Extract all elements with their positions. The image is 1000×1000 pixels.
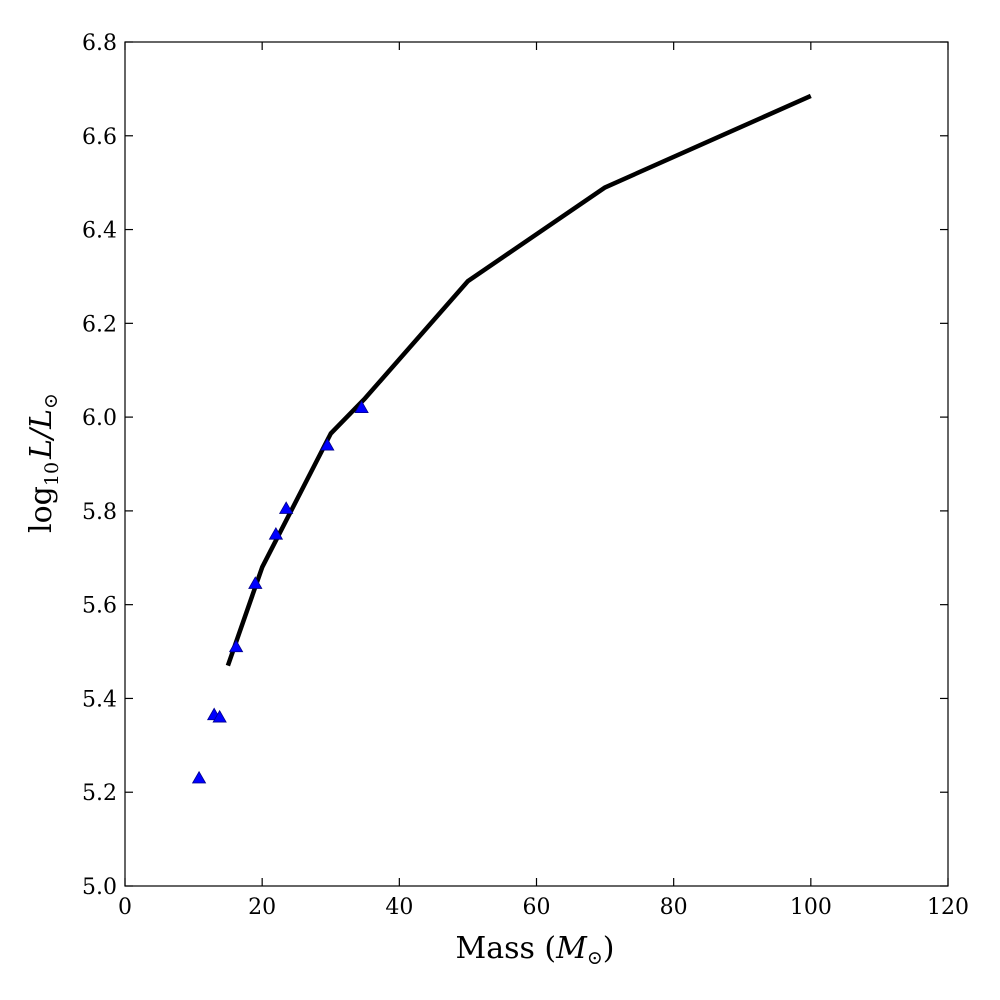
data-point-triangle [248,576,263,589]
y-axis-title-L2: L [24,409,59,430]
x-tick-label: 80 [660,895,688,920]
series-line [225,93,812,667]
y-axis-title: log10L/L⊙ [24,393,63,533]
y-tick-label: 6.2 [82,312,117,337]
data-point-triangle [228,639,244,653]
data-point-triangle [320,437,335,451]
x-tick-label: 100 [790,895,832,920]
series-points [191,400,369,784]
x-tick-label: 120 [927,895,969,920]
y-axis-title-slash: / [24,426,59,442]
x-tick-label: 60 [523,895,551,920]
luminosity-line [225,93,812,667]
y-tick-label: 5.6 [82,594,117,619]
y-tick-label: 6.4 [82,219,117,244]
x-axis-title-close: ) [603,931,615,966]
data-point-triangle [191,770,207,784]
y-axis-title-L: L [24,439,59,460]
x-tick-label: 0 [118,895,132,920]
y-tick-label: 5.0 [82,875,117,900]
y-axis-title-log: log [24,486,59,533]
data-point-triangle [354,400,369,414]
y-tick-label: 5.4 [82,687,117,712]
plot-frame [124,41,949,887]
x-tick-label: 20 [248,895,276,920]
plot-area [125,42,948,886]
x-axis-title: Mass (M⊙) [456,931,615,969]
x-axis-title-symbol: M [555,931,588,966]
y-axis-title-sub: 10 [41,462,63,486]
y-tick-label: 6.6 [82,125,117,150]
ticks: 0 20 40 60 80 100 120 5.0 5.2 5.4 5.6 5.8 6.0 6.2 6.4 6… [82,31,969,920]
y-tick-label: 6.8 [82,31,117,56]
x-axis-title-text: Mass ( [456,931,557,966]
data-point-triangle [212,709,227,723]
x-tick-label: 40 [385,895,413,920]
data-point-triangle [278,501,294,514]
y-tick-label: 5.8 [82,500,117,525]
x-axis-title-sun: ⊙ [587,947,603,969]
y-axis-title-sun: ⊙ [40,393,62,409]
data-point-triangle [268,527,284,540]
y-tick-label: 5.2 [82,781,117,806]
y-tick-label: 6.0 [82,406,117,431]
